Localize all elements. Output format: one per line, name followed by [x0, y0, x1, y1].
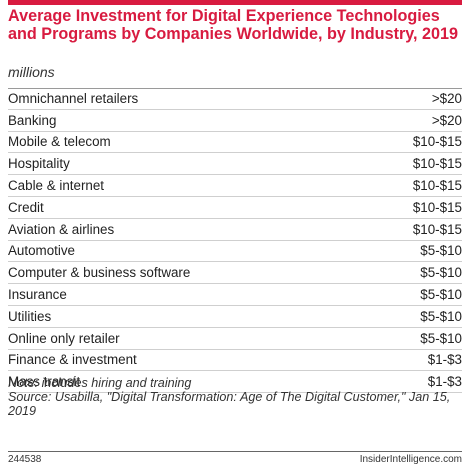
row-value: $5-$10: [420, 243, 462, 259]
row-category: Hospitality: [8, 156, 70, 172]
table-row: Online only retailer $5-$10: [8, 328, 462, 350]
row-category: Cable & internet: [8, 178, 105, 194]
data-table: Omnichannel retailers >$20 Banking >$20 Mobi…: [8, 88, 462, 394]
row-value: >$20: [431, 91, 462, 107]
brand-label: InsiderIntelligence.com: [359, 454, 462, 465]
table-row: Banking >$20: [8, 110, 462, 132]
row-value: $5-$10: [420, 330, 462, 346]
note-text: Note: includes hiring and training: [8, 376, 192, 390]
row-value: $10-$15: [412, 178, 462, 194]
table-row: Finance & investment $1-$3: [8, 350, 462, 372]
table-row: Omnichannel retailers >$20: [8, 88, 462, 110]
table-row: Mass transit $1-$3: [8, 371, 462, 394]
row-value: >$20: [431, 112, 462, 128]
table-row: Utilities $5-$10: [8, 306, 462, 328]
row-category: Banking: [8, 112, 57, 128]
row-value: $10-$15: [412, 156, 462, 172]
table-row: Automotive $5-$10: [8, 241, 462, 263]
accent-bar: [8, 0, 462, 5]
notes-block: Note: includes hiring and training Sourc…: [8, 376, 464, 418]
row-category: Automotive: [8, 243, 75, 259]
row-category: Online only retailer: [8, 330, 120, 346]
row-category: Mobile & telecom: [8, 134, 111, 150]
row-value: $5-$10: [420, 308, 462, 324]
row-value: $10-$15: [412, 134, 462, 150]
row-category: Credit: [8, 199, 44, 215]
source-text: Source: Usabilla, "Digital Transformatio…: [8, 390, 451, 418]
footer-divider: [8, 451, 462, 452]
row-value: $5-$10: [420, 265, 462, 281]
row-value: $1-$3: [427, 374, 462, 390]
table-row: Cable & internet $10-$15: [8, 175, 462, 197]
chart-id: 244538: [8, 454, 42, 465]
row-category: Aviation & airlines: [8, 221, 115, 237]
row-category: Finance & investment: [8, 352, 137, 368]
row-category: Omnichannel retailers: [8, 91, 139, 107]
row-value: $5-$10: [420, 287, 462, 303]
table-row: Aviation & airlines $10-$15: [8, 219, 462, 241]
table-row: Computer & business software $5-$10: [8, 262, 462, 285]
row-value: $10-$15: [412, 221, 462, 237]
table-row: Credit $10-$15: [8, 197, 462, 219]
chart-subtitle: millions: [8, 64, 55, 80]
table-row: Mobile & telecom $10-$15: [8, 132, 462, 154]
row-category: Mass transit: [8, 374, 81, 390]
row-value: $1-$3: [427, 352, 462, 368]
row-category: Insurance: [8, 287, 67, 303]
row-category: Computer & business software: [8, 265, 191, 281]
row-category: Utilities: [8, 308, 52, 324]
table-row: Hospitality $10-$15: [8, 153, 462, 176]
table-row: Insurance $5-$10: [8, 284, 462, 306]
chart-title: Average Investment for Digital Experienc…: [8, 7, 459, 43]
row-value: $10-$15: [412, 199, 462, 215]
